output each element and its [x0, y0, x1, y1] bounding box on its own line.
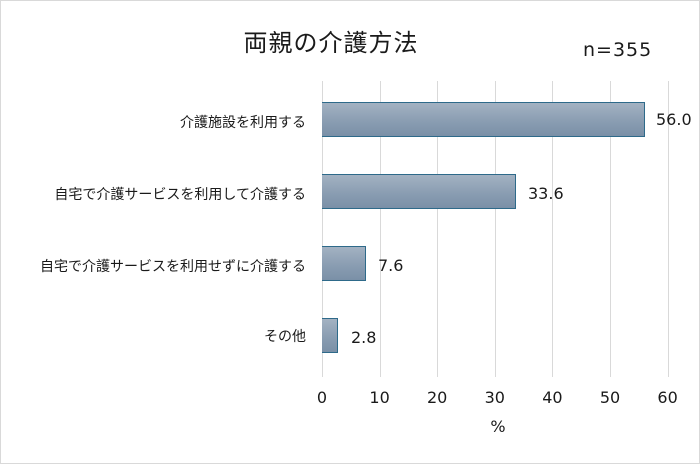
- category-label-care-facility: 介護施設を利用する: [180, 115, 306, 131]
- gridline-20: [437, 81, 439, 377]
- gridline-40: [552, 81, 554, 377]
- sample-size-annotation: n=355: [583, 39, 653, 61]
- x-tick-30: 30: [484, 388, 505, 407]
- bar-care-facility: [322, 102, 645, 137]
- gridline-10: [379, 81, 381, 377]
- x-axis-label: %: [490, 417, 506, 436]
- gridline-0: [322, 81, 323, 377]
- bar-other: [322, 318, 339, 353]
- chart-title-text: 両親の介護方法: [243, 29, 419, 57]
- x-tick-20: 20: [427, 388, 448, 407]
- chart-title: 両親の介護方法: [1, 23, 700, 58]
- value-label-home-without-service: 7.6: [378, 256, 404, 275]
- gridline-50: [610, 81, 611, 377]
- value-label-care-facility: 56.0: [656, 110, 692, 129]
- category-label-home-without-service: 自宅で介護サービスを利用せずに介護する: [40, 259, 306, 275]
- value-label-other: 2.8: [351, 328, 377, 347]
- gridline-60: [667, 81, 669, 377]
- category-label-home-with-service: 自宅で介護サービスを利用して介護する: [54, 187, 306, 203]
- gridline-30: [494, 81, 496, 377]
- x-tick-40: 40: [542, 388, 563, 407]
- bar-home-without-service: [322, 246, 366, 281]
- x-tick-50: 50: [599, 388, 621, 407]
- plot-area: 56.0 33.6 7.6 2.8: [322, 81, 692, 377]
- bar-home-with-service: [322, 174, 516, 209]
- x-tick-0: 0: [316, 388, 328, 407]
- category-label-other: その他: [264, 329, 306, 345]
- x-tick-10: 10: [369, 388, 390, 407]
- x-tick-60: 60: [657, 388, 678, 407]
- value-label-home-with-service: 33.6: [528, 184, 564, 203]
